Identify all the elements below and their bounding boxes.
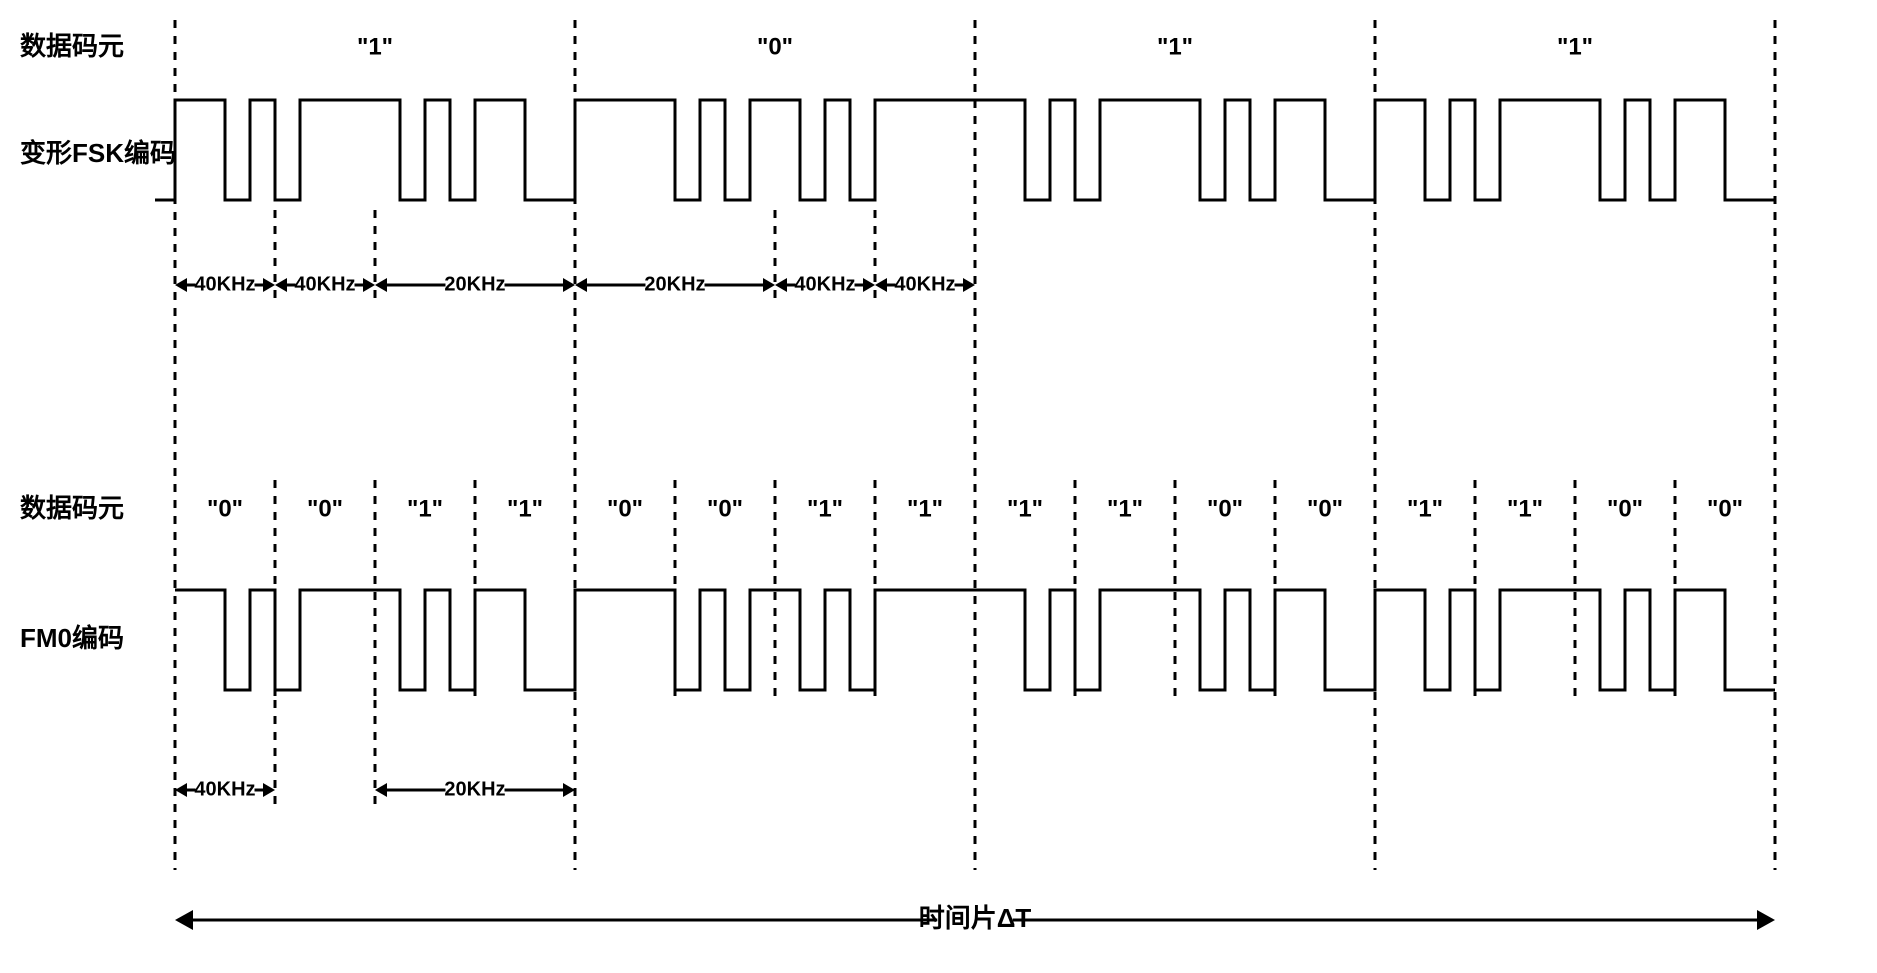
label-fsk: 变形FSK编码: [20, 138, 176, 168]
dim-label: 20KHz: [444, 273, 505, 295]
arrowhead-left: [375, 783, 387, 797]
dim-label: 时间片ΔT: [919, 903, 1032, 933]
arrowhead-right: [363, 278, 375, 292]
arrowhead-left: [175, 910, 193, 930]
bottom-bit: "1": [1507, 495, 1543, 522]
diagram-canvas: 数据码元 "1" "0" "1" "1" 变形FSK编码 40KHz 40KHz 20KHz 20…: [0, 0, 1877, 973]
bottom-bit: "1": [907, 495, 943, 522]
arrowhead-right: [263, 783, 275, 797]
bottom-bit: "0": [607, 495, 643, 522]
label-data-symbol-top: 数据码元: [20, 31, 124, 61]
dim-label: 40KHz: [194, 778, 255, 800]
bottom-bit: "0": [1307, 495, 1343, 522]
bottom-bit: "0": [1707, 495, 1743, 522]
arrowhead-right: [263, 278, 275, 292]
bottom-bit: "1": [407, 495, 443, 522]
bottom-bit: "0": [207, 495, 243, 522]
label-fm0: FM0编码: [20, 623, 124, 653]
waveform: [155, 100, 1775, 200]
arrowhead-right: [1757, 910, 1775, 930]
dim-label: 20KHz: [444, 778, 505, 800]
bottom-bit: "0": [307, 495, 343, 522]
bottom-bit: "1": [1107, 495, 1143, 522]
dim-label: 20KHz: [644, 273, 705, 295]
arrowhead-left: [275, 278, 287, 292]
arrowhead-right: [763, 278, 775, 292]
arrowhead-right: [563, 278, 575, 292]
arrowhead-left: [575, 278, 587, 292]
dim-label: 40KHz: [194, 273, 255, 295]
label-data-symbol-bottom: 数据码元: [20, 493, 124, 523]
arrowhead-left: [775, 278, 787, 292]
bottom-bit: "0": [1607, 495, 1643, 522]
bottom-bit: "1": [1007, 495, 1043, 522]
arrowhead-left: [375, 278, 387, 292]
top-bit: "1": [357, 33, 393, 60]
bottom-bit: "0": [1207, 495, 1243, 522]
top-bit: "0": [757, 33, 793, 60]
bottom-bit: "1": [1407, 495, 1443, 522]
arrowhead-left: [175, 783, 187, 797]
top-bit: "1": [1557, 33, 1593, 60]
bottom-bit: "0": [707, 495, 743, 522]
arrowhead-left: [175, 278, 187, 292]
dim-label: 40KHz: [894, 273, 955, 295]
arrowhead-left: [875, 278, 887, 292]
bottom-bit: "1": [807, 495, 843, 522]
arrowhead-right: [563, 783, 575, 797]
arrowhead-right: [963, 278, 975, 292]
dim-label: 40KHz: [794, 273, 855, 295]
top-bit: "1": [1157, 33, 1193, 60]
waveform: [175, 590, 1775, 690]
dim-label: 40KHz: [294, 273, 355, 295]
bottom-bit: "1": [507, 495, 543, 522]
arrowhead-right: [863, 278, 875, 292]
